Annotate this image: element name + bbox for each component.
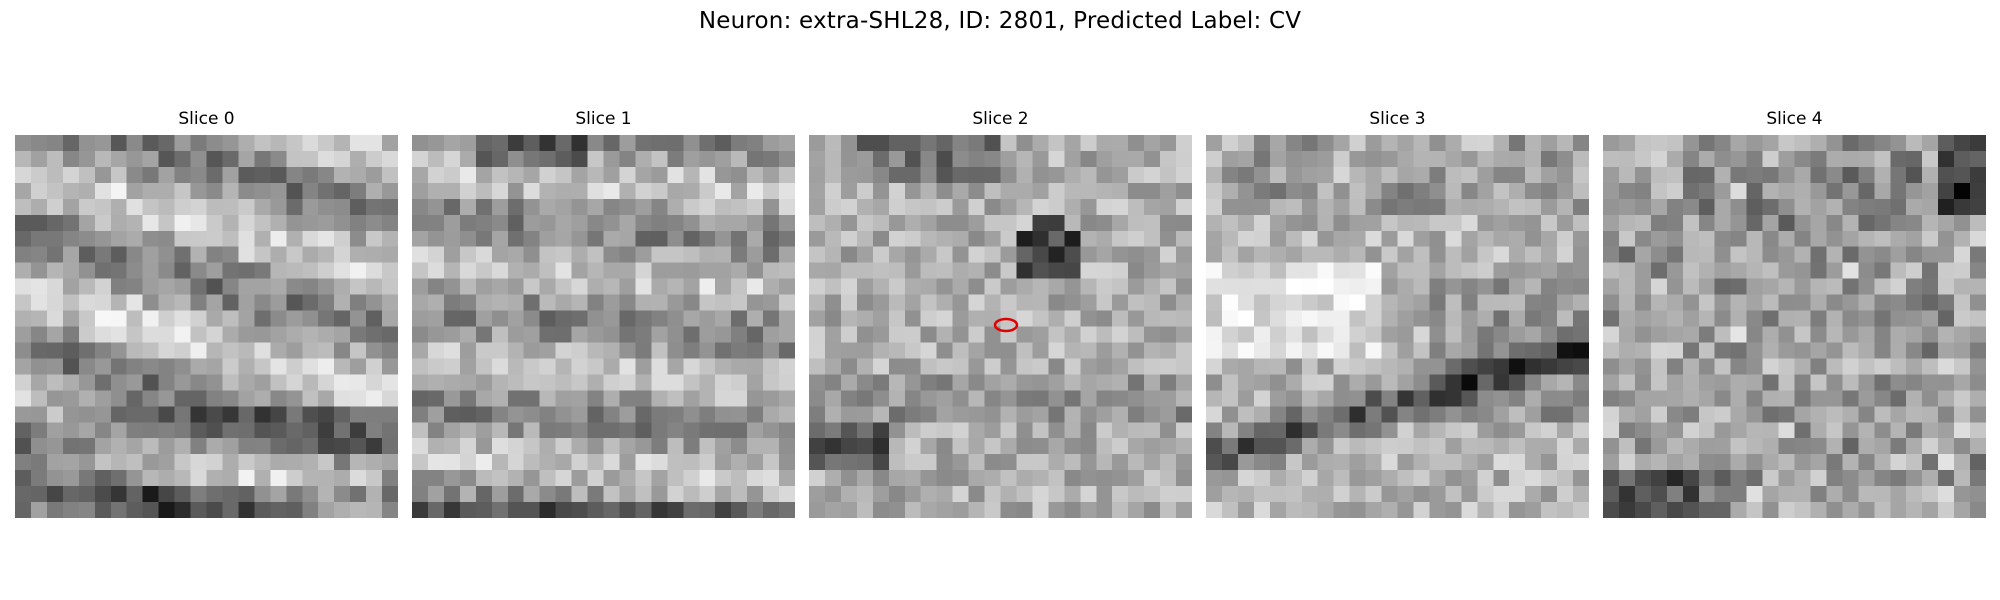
slice-title: Slice 2 bbox=[972, 109, 1029, 129]
slice-title: Slice 4 bbox=[1766, 109, 1823, 129]
slice-panel-3: Slice 3 bbox=[1206, 108, 1589, 518]
slice-image bbox=[809, 135, 1192, 518]
slice-panel-2: Slice 2 bbox=[809, 108, 1192, 518]
slice-panel-4: Slice 4 bbox=[1603, 108, 1986, 518]
slice-title: Slice 0 bbox=[178, 109, 235, 129]
detection-marker bbox=[993, 317, 1019, 333]
slice-image bbox=[15, 135, 398, 518]
slice-panel-0: Slice 0 bbox=[15, 108, 398, 518]
slice-image bbox=[412, 135, 795, 518]
slice-title: Slice 3 bbox=[1369, 109, 1426, 129]
slice-image bbox=[1603, 135, 1986, 518]
slice-panel-1: Slice 1 bbox=[412, 108, 795, 518]
figure-title: Neuron: extra-SHL28, ID: 2801, Predicted… bbox=[698, 8, 1302, 34]
slice-image bbox=[1206, 135, 1589, 518]
marker-ellipse bbox=[993, 317, 1019, 333]
slice-title: Slice 1 bbox=[575, 109, 632, 129]
